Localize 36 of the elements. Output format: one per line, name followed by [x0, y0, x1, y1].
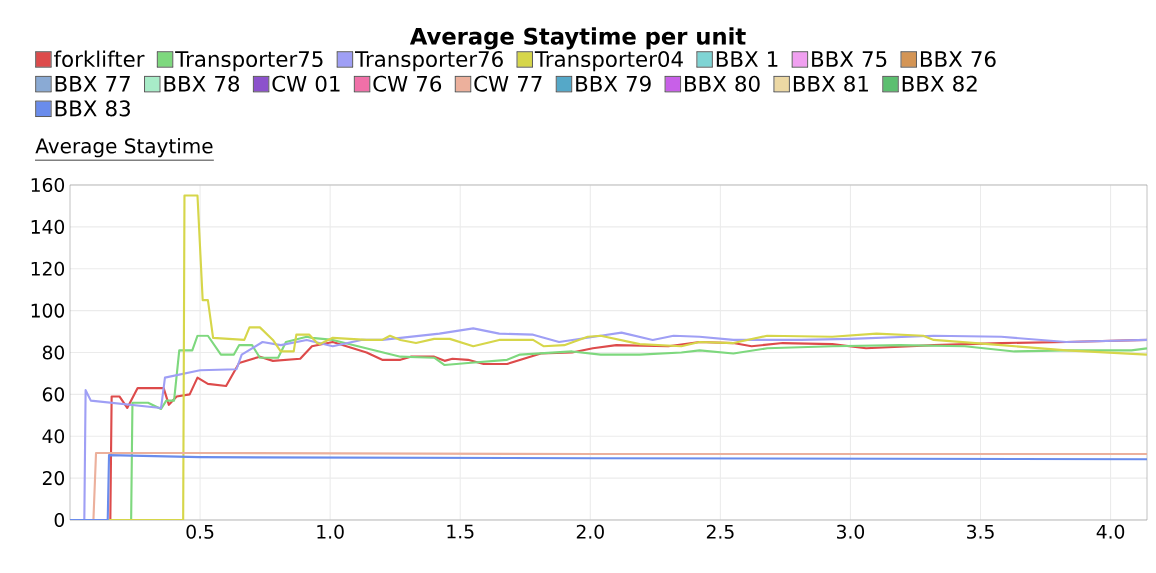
chart-title: Average Staytime per unit — [409, 27, 746, 50]
y-tick-label: 140 — [31, 219, 65, 234]
legend-label: Transporter75 — [175, 51, 323, 72]
legend-label: BBX 83 — [55, 100, 130, 117]
legend-label: BBX 78 — [164, 75, 240, 92]
legend-label: BBX 76 — [920, 50, 996, 68]
x-tick-label: 3.0 — [837, 524, 865, 539]
x-tick-label: 1.5 — [447, 524, 474, 539]
y-tick-label: 120 — [31, 261, 65, 276]
y-tick-label: 60 — [42, 387, 65, 402]
y-tick-label: 80 — [42, 345, 65, 360]
legend-label: CW 01 — [272, 75, 340, 92]
x-tick-label: 4.0 — [1096, 524, 1125, 539]
y-tick-label: 0 — [54, 512, 65, 528]
legend-label: BBX 80 — [685, 75, 760, 92]
x-tick-label: 2.0 — [576, 524, 604, 539]
x-tick-label: 3.5 — [967, 524, 994, 539]
x-tick-label: 2.5 — [706, 524, 734, 539]
x-tick-label: 1.0 — [317, 524, 344, 539]
legend-label: BBX 1 — [716, 51, 778, 67]
y-tick-label: 20 — [42, 471, 65, 486]
legend-label: BBX 75 — [812, 51, 887, 68]
legend-label: BBX 81 — [793, 75, 868, 92]
legend-label: BBX 82 — [902, 75, 977, 92]
y-tick-label: 160 — [31, 177, 65, 193]
legend-label: BBX 77 — [55, 75, 130, 92]
legend-label: Transporter76 — [354, 50, 503, 72]
legend-label: BBX 79 — [576, 75, 651, 92]
x-tick-label: 0.5 — [186, 524, 214, 539]
legend-label: CW 76 — [373, 75, 442, 92]
legend-label: forklifter — [54, 50, 145, 68]
legend-label: Transporter04 — [534, 50, 683, 72]
legend-label: CW 77 — [474, 75, 542, 92]
y-tick-label: 100 — [31, 303, 65, 318]
y-tick-label: 40 — [42, 429, 65, 444]
y-axis-title: Average Staytime — [35, 137, 213, 158]
